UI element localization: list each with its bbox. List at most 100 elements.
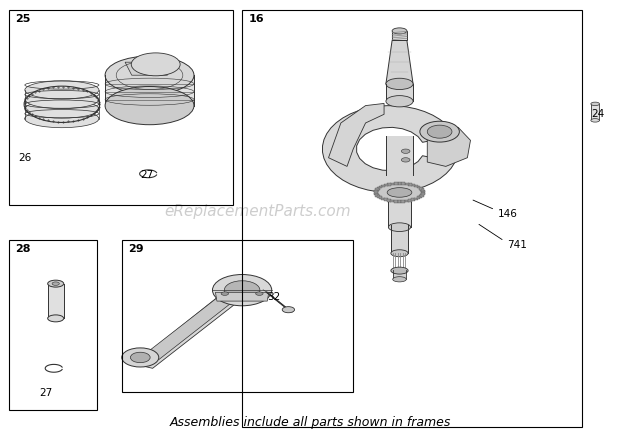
Bar [392, 270, 406, 279]
Bar [374, 193, 378, 195]
Bar [387, 183, 391, 186]
Polygon shape [134, 292, 239, 368]
Bar [409, 183, 412, 186]
Bar [397, 182, 401, 185]
Text: 27: 27 [40, 388, 53, 398]
Bar [401, 182, 405, 185]
Ellipse shape [392, 277, 406, 282]
Ellipse shape [420, 121, 459, 142]
Polygon shape [322, 106, 455, 192]
Text: 32: 32 [267, 291, 280, 302]
Bar [421, 193, 425, 195]
Bar [392, 31, 407, 41]
Polygon shape [329, 104, 384, 166]
Bar [381, 185, 385, 187]
Ellipse shape [48, 280, 64, 287]
Ellipse shape [282, 307, 294, 313]
Text: 24: 24 [591, 109, 604, 119]
Bar [417, 186, 420, 188]
Bar [412, 184, 415, 187]
Bar [388, 192, 410, 227]
Polygon shape [386, 41, 413, 84]
Bar [379, 197, 383, 199]
Bar [391, 225, 408, 253]
Bar [374, 190, 378, 192]
Ellipse shape [131, 53, 180, 76]
Text: Assemblies include all parts shown in frames: Assemblies include all parts shown in fr… [169, 416, 451, 429]
Bar [397, 200, 401, 203]
Polygon shape [48, 284, 64, 319]
Ellipse shape [376, 184, 423, 201]
Bar [387, 199, 391, 202]
Bar [420, 188, 423, 191]
Text: 28: 28 [16, 244, 31, 254]
Text: 26: 26 [18, 153, 31, 163]
Ellipse shape [105, 87, 194, 125]
Ellipse shape [213, 274, 272, 306]
Ellipse shape [391, 267, 408, 274]
Bar [375, 188, 379, 191]
Bar [405, 200, 409, 202]
Ellipse shape [52, 282, 60, 285]
Bar [394, 182, 397, 185]
Bar [9, 240, 97, 409]
Bar [391, 183, 394, 185]
Bar [386, 136, 413, 175]
Bar [242, 10, 582, 427]
Ellipse shape [386, 96, 413, 107]
Bar [421, 190, 425, 192]
Bar [381, 198, 385, 200]
Bar [377, 195, 381, 198]
Ellipse shape [401, 149, 410, 153]
Text: eReplacementParts.com: eReplacementParts.com [164, 205, 351, 219]
Bar [375, 194, 379, 197]
Ellipse shape [591, 118, 600, 122]
Bar [379, 186, 383, 188]
Ellipse shape [387, 187, 412, 197]
Text: 146: 146 [498, 209, 518, 219]
Polygon shape [105, 75, 194, 106]
Text: 27: 27 [140, 170, 154, 180]
Bar [374, 191, 378, 194]
Polygon shape [427, 127, 471, 166]
Ellipse shape [25, 110, 99, 128]
Ellipse shape [25, 81, 99, 99]
Bar [401, 200, 405, 203]
Text: 29: 29 [128, 244, 144, 254]
Bar [418, 195, 422, 198]
Bar [377, 187, 381, 190]
Bar [591, 104, 600, 120]
Polygon shape [143, 288, 242, 360]
Text: 25: 25 [16, 14, 31, 24]
Ellipse shape [221, 292, 229, 295]
Bar [386, 84, 413, 101]
Bar [412, 198, 415, 201]
Ellipse shape [25, 100, 99, 118]
Bar [414, 198, 418, 200]
Polygon shape [215, 292, 268, 301]
Bar [421, 191, 425, 194]
Text: 16: 16 [248, 14, 264, 24]
Ellipse shape [48, 315, 64, 322]
Bar [384, 184, 388, 187]
Bar [414, 185, 418, 187]
Bar [391, 200, 394, 202]
Bar [394, 200, 397, 203]
Bar [405, 183, 409, 185]
Ellipse shape [105, 56, 194, 94]
Bar [9, 10, 233, 205]
Ellipse shape [401, 158, 410, 162]
Bar [122, 240, 353, 392]
Ellipse shape [388, 223, 410, 232]
Ellipse shape [255, 292, 263, 295]
Bar [409, 199, 412, 202]
Ellipse shape [391, 250, 408, 257]
Bar [384, 198, 388, 201]
Bar [420, 194, 423, 197]
Ellipse shape [392, 28, 407, 34]
Ellipse shape [591, 102, 600, 106]
Polygon shape [125, 62, 174, 75]
Ellipse shape [130, 352, 150, 363]
Ellipse shape [25, 113, 99, 125]
Ellipse shape [386, 78, 413, 90]
